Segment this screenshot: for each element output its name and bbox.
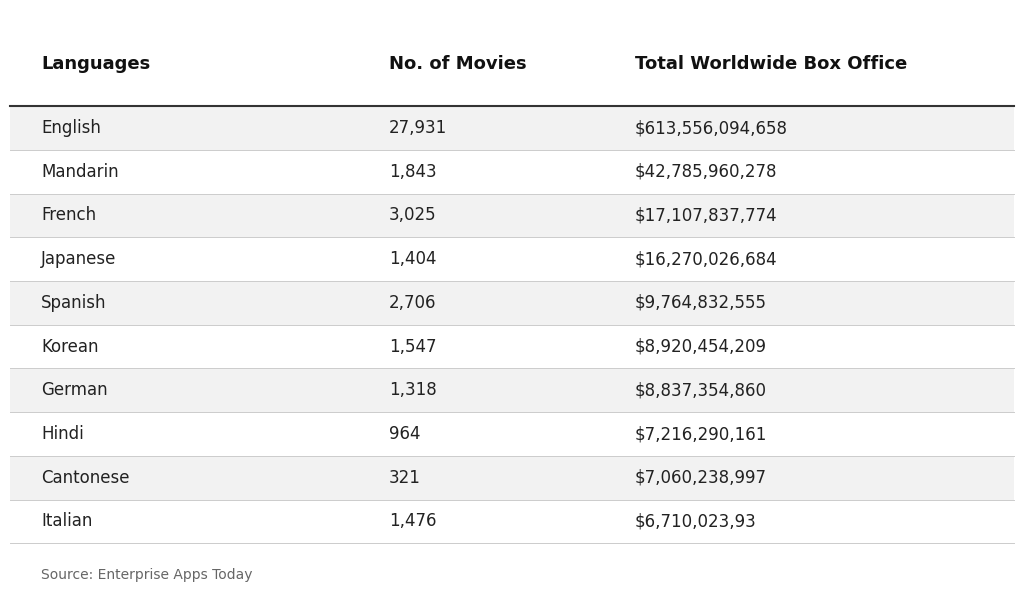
FancyBboxPatch shape bbox=[10, 456, 1014, 500]
Text: $17,107,837,774: $17,107,837,774 bbox=[635, 206, 777, 225]
FancyBboxPatch shape bbox=[10, 281, 1014, 325]
Text: $8,920,454,209: $8,920,454,209 bbox=[635, 337, 767, 356]
FancyBboxPatch shape bbox=[10, 194, 1014, 237]
Text: Hindi: Hindi bbox=[41, 425, 84, 443]
Text: Italian: Italian bbox=[41, 512, 92, 531]
Text: Spanish: Spanish bbox=[41, 294, 106, 312]
Text: $7,216,290,161: $7,216,290,161 bbox=[635, 425, 767, 443]
FancyBboxPatch shape bbox=[10, 237, 1014, 281]
FancyBboxPatch shape bbox=[10, 150, 1014, 194]
Text: Japanese: Japanese bbox=[41, 250, 117, 268]
Text: 1,404: 1,404 bbox=[389, 250, 436, 268]
Text: Cantonese: Cantonese bbox=[41, 469, 129, 487]
Text: Korean: Korean bbox=[41, 337, 98, 356]
Text: German: German bbox=[41, 381, 108, 399]
Text: 3,025: 3,025 bbox=[389, 206, 437, 225]
Text: 1,547: 1,547 bbox=[389, 337, 436, 356]
FancyBboxPatch shape bbox=[10, 500, 1014, 543]
Text: 1,476: 1,476 bbox=[389, 512, 436, 531]
Text: $7,060,238,997: $7,060,238,997 bbox=[635, 469, 767, 487]
FancyBboxPatch shape bbox=[10, 106, 1014, 150]
Text: 2,706: 2,706 bbox=[389, 294, 436, 312]
Text: $8,837,354,860: $8,837,354,860 bbox=[635, 381, 767, 399]
Text: 1,843: 1,843 bbox=[389, 163, 437, 181]
FancyBboxPatch shape bbox=[10, 325, 1014, 368]
Text: No. of Movies: No. of Movies bbox=[389, 55, 526, 73]
Text: 321: 321 bbox=[389, 469, 421, 487]
FancyBboxPatch shape bbox=[10, 368, 1014, 412]
Text: $6,710,023,93: $6,710,023,93 bbox=[635, 512, 757, 531]
Text: $613,556,094,658: $613,556,094,658 bbox=[635, 119, 787, 137]
Text: 964: 964 bbox=[389, 425, 421, 443]
Text: 1,318: 1,318 bbox=[389, 381, 437, 399]
Text: English: English bbox=[41, 119, 100, 137]
Text: 27,931: 27,931 bbox=[389, 119, 447, 137]
Text: Source: Enterprise Apps Today: Source: Enterprise Apps Today bbox=[41, 568, 253, 582]
Text: Languages: Languages bbox=[41, 55, 151, 73]
Text: Total Worldwide Box Office: Total Worldwide Box Office bbox=[635, 55, 907, 73]
Text: $16,270,026,684: $16,270,026,684 bbox=[635, 250, 777, 268]
Text: $9,764,832,555: $9,764,832,555 bbox=[635, 294, 767, 312]
Text: French: French bbox=[41, 206, 96, 225]
Text: Mandarin: Mandarin bbox=[41, 163, 119, 181]
Text: $42,785,960,278: $42,785,960,278 bbox=[635, 163, 777, 181]
FancyBboxPatch shape bbox=[10, 412, 1014, 456]
